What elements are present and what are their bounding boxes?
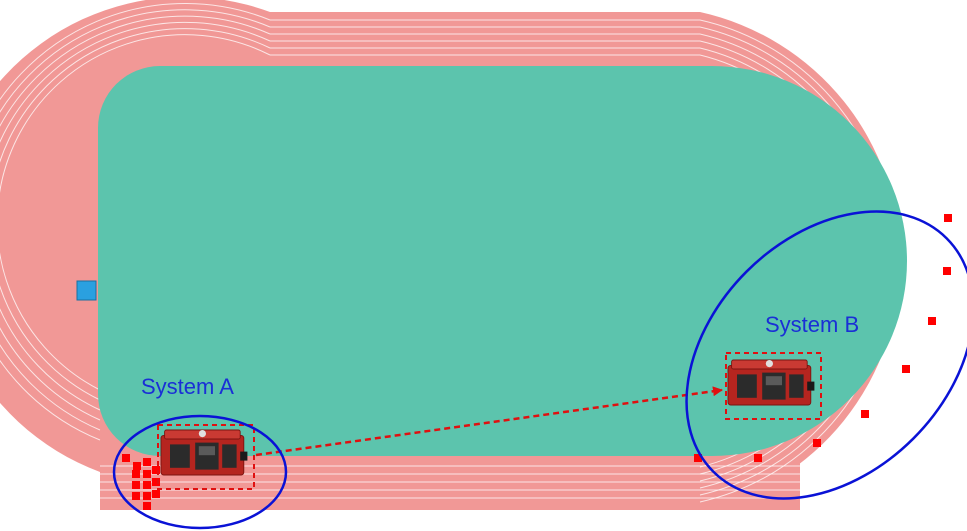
marker [152,478,160,486]
marker [143,502,151,510]
system-a-label: System A [141,374,234,399]
system-b-label: System B [765,312,859,337]
infield-marker [76,280,97,301]
system-a-markers [122,454,160,510]
system-b-markers [694,214,952,462]
transfer-arrow [255,386,723,457]
marker [902,365,910,373]
marker [152,466,160,474]
marker [132,492,140,500]
marker [928,317,936,325]
marker [944,214,952,222]
marker [133,462,141,470]
marker [143,470,151,478]
infield [98,66,907,456]
marker [143,492,151,500]
marker [143,458,151,466]
marker [754,454,762,462]
marker [943,267,951,275]
system-a-device-box [157,424,255,490]
system-b-circle [685,210,967,500]
system-a-circle [112,414,288,530]
system-a-device [160,429,248,476]
system-b-device-box [725,352,822,420]
marker [132,481,140,489]
marker [694,454,702,462]
marker [152,490,160,498]
marker [143,481,151,489]
marker [813,439,821,447]
marker [861,410,869,418]
system-b-device [727,359,815,406]
marker [122,454,130,462]
marker [132,470,140,478]
